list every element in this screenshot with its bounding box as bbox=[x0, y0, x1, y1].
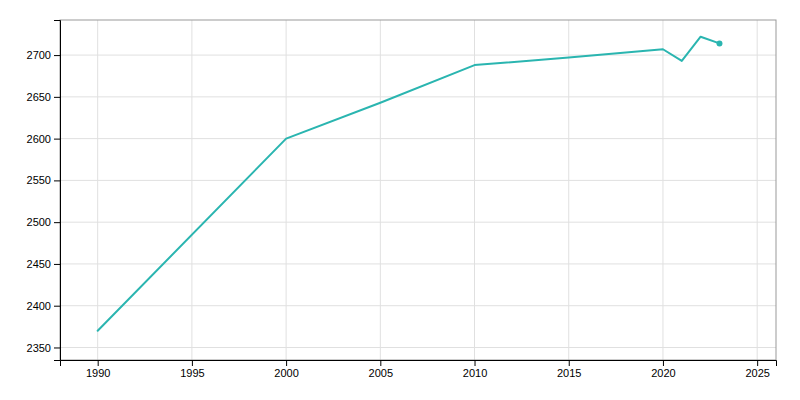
marks bbox=[98, 37, 723, 331]
x-axis-tick-label: 2010 bbox=[463, 367, 487, 379]
x-axis-tick: 1995 bbox=[180, 360, 204, 379]
y-axis-tick-label: 2650 bbox=[27, 91, 51, 103]
x-axis-tick-label: 2020 bbox=[651, 367, 675, 379]
grid-line-y bbox=[60, 96, 776, 97]
x-axis-tick-label: 1995 bbox=[180, 367, 204, 379]
y-axis-tick-label: 2350 bbox=[27, 341, 51, 353]
grid-line-x bbox=[474, 20, 475, 360]
y-axis-tick-label: 2450 bbox=[27, 258, 51, 270]
y-axis-tick-label: 2500 bbox=[27, 216, 51, 228]
x-axis-tick-label: 2015 bbox=[557, 367, 581, 379]
x-axis-tick-mark bbox=[98, 360, 99, 366]
line bbox=[98, 37, 720, 331]
x-axis-tick-label: 2005 bbox=[369, 367, 393, 379]
y-axis-tick: 2400 bbox=[27, 300, 60, 312]
x-axis-tick-mark bbox=[286, 360, 287, 366]
y-axis-tick-mark bbox=[54, 55, 60, 56]
x-axis-tick: 2015 bbox=[557, 360, 581, 379]
x-axis-tick: 2005 bbox=[369, 360, 393, 379]
last-point bbox=[716, 40, 722, 46]
grid-line-x bbox=[662, 20, 663, 360]
grid-line-y bbox=[60, 138, 776, 139]
y-axis-tick: 2500 bbox=[27, 216, 60, 228]
y-axis-tick: 2600 bbox=[27, 133, 60, 145]
y-axis-tick-mark bbox=[54, 97, 60, 98]
x-axis-tick-label: 2025 bbox=[745, 367, 769, 379]
y-axis-tick-mark bbox=[54, 306, 60, 307]
y-axis: 2350 2400 2450 2500 2550 2600 2650 2700 bbox=[27, 21, 61, 361]
y-axis-tick: 2350 bbox=[27, 341, 60, 353]
x-axis-tick-mark bbox=[475, 360, 476, 366]
x-axis-tick: 2020 bbox=[651, 360, 675, 379]
grid-line-y bbox=[60, 55, 776, 56]
y-axis-tick: 2700 bbox=[27, 49, 60, 61]
x-axis-line bbox=[61, 361, 777, 367]
grid-line-x bbox=[380, 20, 381, 360]
x-axis-tick-label: 1990 bbox=[86, 367, 110, 379]
y-axis-tick: 2550 bbox=[27, 174, 60, 186]
plot-frame bbox=[60, 20, 776, 360]
chart-svg: 1990 1995 2000 2005 2010 2015 2020 2025 2350 2400… bbox=[0, 0, 800, 400]
y-axis-tick-label: 2550 bbox=[27, 174, 51, 186]
grid-line-y bbox=[60, 180, 776, 181]
x-axis-tick-mark bbox=[192, 360, 193, 366]
grid-line-x bbox=[568, 20, 569, 360]
x-axis-tick-mark bbox=[380, 360, 381, 366]
grid-line-x bbox=[191, 20, 192, 360]
y-axis-tick-mark bbox=[54, 264, 60, 265]
grid-line-x bbox=[757, 20, 758, 360]
x-axis-tick-mark bbox=[757, 360, 758, 366]
grid bbox=[60, 20, 776, 360]
y-axis-tick-mark bbox=[54, 347, 60, 348]
plot: 1990 1995 2000 2005 2010 2015 2020 2025 2350 2400… bbox=[27, 20, 777, 379]
grid-line-y bbox=[60, 263, 776, 264]
y-axis-tick-mark bbox=[54, 139, 60, 140]
x-axis-tick: 2025 bbox=[745, 360, 769, 379]
y-axis-tick-mark bbox=[54, 180, 60, 181]
grid-line-y bbox=[60, 305, 776, 306]
x-axis-tick: 1990 bbox=[86, 360, 110, 379]
grid-line-y bbox=[60, 222, 776, 223]
y-axis-tick: 2650 bbox=[27, 91, 60, 103]
x-axis-tick-mark bbox=[663, 360, 664, 366]
x-axis-tick-label: 2000 bbox=[274, 367, 298, 379]
grid-line-x bbox=[97, 20, 98, 360]
x-axis-tick-mark bbox=[569, 360, 570, 366]
x-axis: 1990 1995 2000 2005 2010 2015 2020 2025 bbox=[61, 360, 777, 379]
grid-line-x bbox=[286, 20, 287, 360]
y-axis-tick: 2450 bbox=[27, 258, 60, 270]
y-axis-tick-label: 2700 bbox=[27, 49, 51, 61]
y-axis-line bbox=[54, 21, 61, 361]
y-axis-tick-label: 2400 bbox=[27, 300, 51, 312]
y-axis-tick-label: 2600 bbox=[27, 133, 51, 145]
grid-line-y bbox=[60, 347, 776, 348]
y-axis-tick-mark bbox=[54, 222, 60, 223]
x-axis-tick: 2000 bbox=[274, 360, 298, 379]
x-axis-tick: 2010 bbox=[463, 360, 487, 379]
